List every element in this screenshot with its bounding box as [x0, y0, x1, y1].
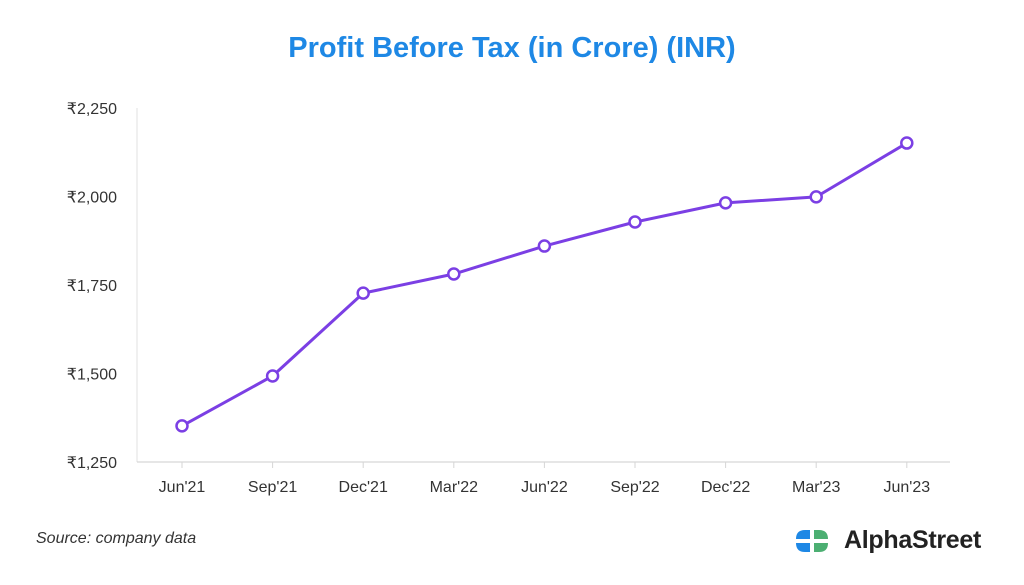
x-tick-label: Mar'22: [430, 479, 479, 496]
series-line: [181, 141, 908, 428]
x-tick-label: Dec'22: [701, 479, 750, 496]
data-point: [718, 196, 733, 210]
data-point: [356, 286, 370, 300]
y-tick-label: ₹1,250: [67, 455, 117, 472]
x-tick-label: Dec'21: [339, 479, 388, 496]
y-tick-label: ₹1,750: [67, 278, 117, 295]
brand-logo: AlphaStreet: [794, 526, 981, 555]
x-tick-label: Sep'22: [610, 479, 659, 496]
source-note: Source: company data: [36, 530, 197, 547]
y-tick-label: ₹2,250: [67, 101, 117, 118]
y-tick-label: ₹2,000: [67, 190, 117, 207]
brand-name: AlphaStreet: [844, 526, 982, 554]
series: [175, 136, 914, 433]
data-point: [265, 369, 280, 383]
x-tick-label: Mar'23: [792, 479, 841, 496]
x-tick-label: Jun'22: [521, 479, 568, 496]
data-point: [628, 215, 642, 229]
data-point: [809, 190, 823, 204]
data-point: [900, 136, 914, 150]
x-tick-label: Jun'21: [159, 479, 206, 496]
data-point: [175, 419, 189, 433]
axes: [136, 108, 950, 468]
chart-title: Profit Before Tax (in Crore) (INR): [288, 32, 736, 64]
x-tick-label: Sep'21: [248, 479, 297, 496]
alphastreet-logo-icon: [796, 529, 828, 552]
data-point: [447, 267, 461, 281]
x-tick-label: Jun'23: [883, 479, 930, 496]
y-tick-label: ₹1,500: [67, 367, 117, 384]
data-point: [537, 239, 552, 253]
tick-labels: ₹1,250 ₹1,500 ₹1,750 ₹2,000 ₹2,250 Jun'21 Sep'…: [67, 101, 930, 496]
